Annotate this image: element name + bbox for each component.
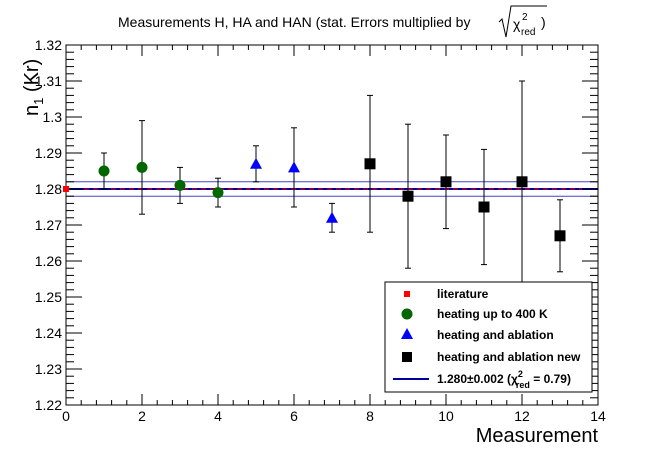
- y-tick-label: 1.25: [35, 289, 62, 305]
- legend-marker-ablation: [401, 328, 413, 339]
- data-point-square: [364, 158, 376, 170]
- legend-entry-heating: heating up to 400 K: [401, 307, 548, 321]
- legend-fit-superscript: 2: [518, 369, 523, 379]
- data-point-square: [478, 201, 490, 213]
- legend: literature heating up to 400 K heating a…: [384, 281, 593, 393]
- legend-fit-suffix: = 0.79): [530, 372, 571, 386]
- chart-title: Measurements H, HA and HAN (stat. Errors…: [118, 5, 547, 38]
- x-tick-label: 8: [366, 408, 374, 424]
- y-tick-label: 1.28: [35, 181, 62, 197]
- legend-entry-ablation: heating and ablation: [401, 328, 554, 342]
- y-tick-label: 1.23: [35, 361, 62, 377]
- legend-box: [384, 281, 593, 393]
- x-tick-label: 12: [514, 408, 530, 424]
- y-tick-label: 1.26: [35, 253, 62, 269]
- legend-fit-prefix: 1.280±0.002 (: [437, 372, 511, 386]
- legend-marker-literature: [404, 291, 410, 297]
- chart-title-text: Measurements H, HA and HAN (stat. Errors…: [118, 14, 470, 30]
- data-point-circle: [174, 179, 186, 191]
- data-point-triangle: [288, 161, 300, 173]
- legend-label-ablation: heating and ablation: [437, 328, 554, 342]
- data-point-square: [440, 176, 452, 188]
- series-2: [98, 120, 224, 215]
- legend-entry-fit: 1.280±0.002 (χ2 red = 0.79): [393, 369, 571, 390]
- title-radical-sign: [498, 5, 547, 38]
- x-tick-label: 2: [138, 408, 146, 424]
- x-axis-title: Measurement: [476, 425, 599, 447]
- legend-label-fit: 1.280±0.002 (χ2 red = 0.79): [437, 369, 571, 390]
- y-tick-label: 1.27: [35, 217, 62, 233]
- data-layer: [63, 80, 566, 284]
- x-tick-label: 6: [290, 408, 298, 424]
- y-tick-label: 1.29: [35, 145, 62, 161]
- y-axis-title-subscript: 1: [31, 98, 46, 105]
- x-tick-label: 4: [214, 408, 222, 424]
- y-axis-title-text: n1 (Kr): [21, 59, 46, 116]
- series-3: [250, 127, 338, 233]
- y-tick-label: 1.22: [35, 397, 62, 413]
- legend-entry-ablation-new: heating and ablation new: [402, 350, 581, 364]
- legend-label-heating: heating up to 400 K: [437, 307, 548, 321]
- legend-fit-subscript: red: [516, 380, 530, 390]
- legend-label-literature: literature: [437, 287, 489, 301]
- legend-entry-literature: literature: [404, 287, 489, 301]
- data-point-square: [516, 176, 528, 188]
- x-tick-label: 0: [62, 408, 70, 424]
- title-chi-subscript: red: [521, 27, 535, 38]
- data-point-literature: [63, 186, 69, 192]
- title-chi-symbol: χ: [513, 16, 521, 32]
- y-axis-title: n1 (Kr): [21, 59, 46, 116]
- y-tick-label: 1.3: [43, 109, 63, 125]
- title-chi-superscript: 2: [522, 12, 528, 23]
- legend-marker-ablation-new: [402, 352, 412, 362]
- y-tick-label: 1.24: [35, 325, 62, 341]
- data-point-circle: [98, 165, 110, 177]
- axis-layer: 0 2 4 6 8 10 12 14 1.22 1.23 1.24 1.25 1.26 1.27 1.28 1…: [35, 37, 606, 424]
- data-point-triangle: [326, 211, 338, 223]
- legend-fit-chi: χ: [511, 372, 518, 386]
- y-axis-title-suffix: (Kr): [21, 59, 43, 98]
- y-axis-title-main: n: [21, 105, 43, 116]
- x-tick-label: 10: [438, 408, 454, 424]
- series-1: [63, 186, 69, 192]
- y-tick-label: 1.32: [35, 37, 62, 53]
- data-point-circle: [136, 161, 148, 173]
- series-4: [364, 80, 566, 284]
- y-tick-label: 1.31: [35, 73, 62, 89]
- legend-label-ablation-new: heating and ablation new: [437, 350, 581, 364]
- legend-marker-heating: [401, 308, 413, 320]
- x-tick-label: 14: [590, 408, 606, 424]
- data-point-circle: [212, 187, 224, 199]
- title-closing-paren: ): [541, 14, 546, 30]
- fit-layer: [66, 181, 598, 197]
- data-point-square: [554, 230, 566, 242]
- data-point-square: [402, 190, 414, 202]
- data-point-triangle: [250, 157, 262, 169]
